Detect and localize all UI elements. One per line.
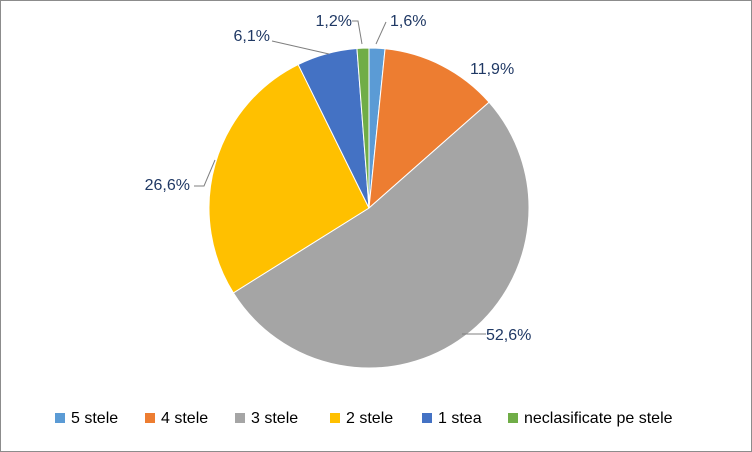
pie-slice-4 [208,63,370,294]
legend-label-6: neclasificate pe stele [524,410,673,427]
legend-swatch-1 [55,413,65,423]
data-label-6: 1,2% [316,13,352,30]
pie-slice-6 [356,47,370,209]
data-label-1: 1,6% [390,13,426,30]
pie-slice-2 [368,48,490,210]
legend-swatch-6 [508,413,518,423]
data-labels: 1,6% 11,9% 52,6% 26,6% 6,1% 1,2% [145,13,532,344]
data-label-2: 11,9% [470,61,514,78]
leader-lines [194,20,486,335]
leader-line-4 [194,159,216,187]
legend-swatch-5 [422,413,432,423]
legend-swatch-2 [145,413,155,423]
legend-label-1: 5 stele [71,410,118,427]
legend-label-4: 2 stele [346,410,393,427]
legend: 5 stele 4 stele 3 stele 2 stele 1 stea neclas… [55,410,673,427]
data-label-5: 6,1% [234,28,270,45]
pie-slice-3 [232,101,530,369]
pie-slices [208,47,530,369]
leader-line-1 [375,21,387,45]
legend-label-2: 4 stele [161,410,208,427]
legend-label-5: 1 stea [438,410,482,427]
legend-label-3: 3 stele [251,410,298,427]
legend-swatch-3 [235,413,245,423]
data-label-4: 26,6% [145,177,190,194]
legend-swatch-4 [330,413,340,423]
leader-line-5 [271,40,330,55]
data-label-3: 52,6% [486,327,531,344]
leader-line-6 [352,20,363,45]
